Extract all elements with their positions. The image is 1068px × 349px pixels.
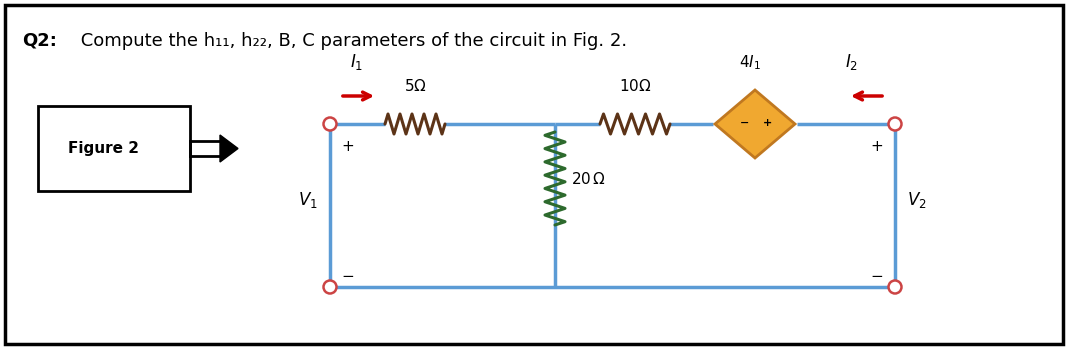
Text: Compute the h₁₁, h₂₂, B, C parameters of the circuit in Fig. 2.: Compute the h₁₁, h₂₂, B, C parameters of… bbox=[75, 32, 627, 50]
FancyBboxPatch shape bbox=[5, 5, 1063, 344]
Circle shape bbox=[889, 281, 901, 294]
Text: 5$\Omega$: 5$\Omega$ bbox=[404, 78, 426, 94]
Text: $I_2$: $I_2$ bbox=[845, 52, 859, 72]
Circle shape bbox=[324, 118, 336, 131]
FancyBboxPatch shape bbox=[38, 106, 190, 191]
Text: +: + bbox=[764, 118, 772, 128]
Circle shape bbox=[324, 281, 336, 294]
Text: $4I_1$: $4I_1$ bbox=[739, 53, 761, 72]
Text: −: − bbox=[740, 118, 750, 128]
Text: Q2:: Q2: bbox=[22, 32, 57, 50]
Text: 10$\Omega$: 10$\Omega$ bbox=[618, 78, 651, 94]
Text: +: + bbox=[342, 139, 355, 154]
Polygon shape bbox=[714, 90, 795, 158]
Text: −: − bbox=[870, 269, 883, 284]
Text: $V_2$: $V_2$ bbox=[907, 191, 927, 210]
Text: $I_1$: $I_1$ bbox=[350, 52, 363, 72]
Text: 20$\,\Omega$: 20$\,\Omega$ bbox=[571, 171, 606, 186]
Text: −: − bbox=[342, 269, 355, 284]
Text: +: + bbox=[870, 139, 883, 154]
Circle shape bbox=[889, 118, 901, 131]
Text: $V_1$: $V_1$ bbox=[298, 191, 318, 210]
Text: Figure 2: Figure 2 bbox=[68, 141, 139, 156]
Polygon shape bbox=[220, 135, 238, 162]
